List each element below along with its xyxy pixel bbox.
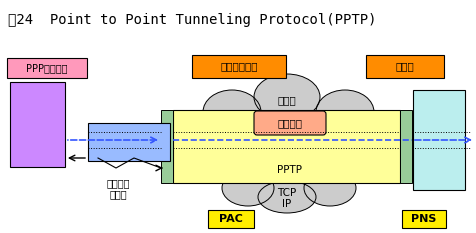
Bar [366, 55, 444, 78]
Text: TCP: TCP [278, 188, 297, 198]
Ellipse shape [334, 134, 382, 170]
Text: 図24  Point to Point Tunneling Protocol(PPTP): 図24 Point to Point Tunneling Protocol(PP… [8, 13, 377, 27]
Text: IP: IP [282, 199, 292, 209]
Ellipse shape [258, 181, 316, 213]
Text: PAC: PAC [219, 214, 243, 224]
Text: PPTP: PPTP [278, 165, 303, 175]
Text: クライアント: クライアント [220, 62, 258, 72]
Bar [413, 90, 465, 190]
Text: サーバ: サーバ [396, 62, 415, 72]
Ellipse shape [254, 74, 320, 120]
Bar [402, 210, 446, 228]
Bar [10, 82, 65, 167]
Bar [161, 110, 173, 183]
Bar [88, 123, 170, 161]
Ellipse shape [194, 134, 242, 170]
Text: PPPユーザー: PPPユーザー [26, 63, 68, 73]
Text: トンネル: トンネル [278, 118, 303, 128]
Ellipse shape [222, 170, 274, 206]
Bar [7, 58, 87, 78]
Text: 広域網: 広域網 [278, 95, 297, 105]
Ellipse shape [316, 90, 374, 134]
Bar [208, 210, 254, 228]
Ellipse shape [233, 114, 341, 182]
Ellipse shape [203, 90, 261, 134]
Bar [173, 110, 400, 183]
Text: PNS: PNS [411, 214, 436, 224]
FancyBboxPatch shape [254, 111, 326, 135]
Bar [192, 55, 286, 78]
Ellipse shape [304, 170, 356, 206]
Text: ダイアル
アップ: ダイアル アップ [106, 178, 130, 200]
Bar [400, 110, 412, 183]
